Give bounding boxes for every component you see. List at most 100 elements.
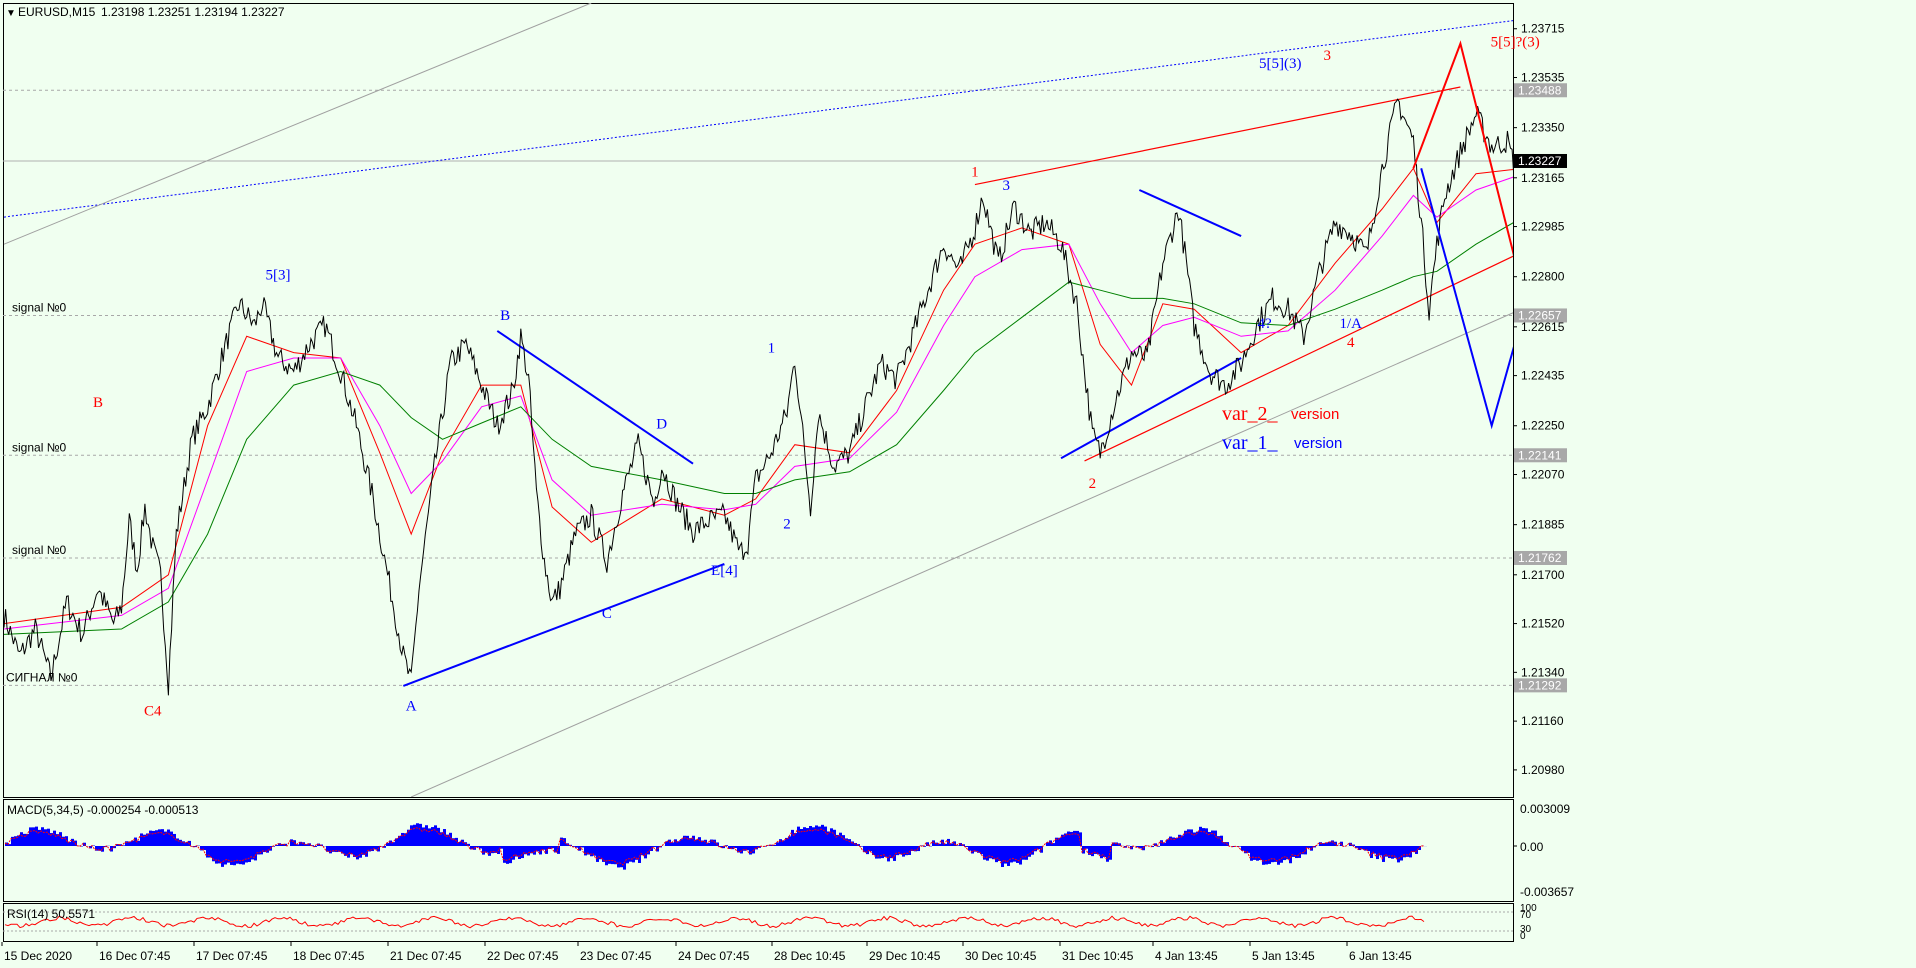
macd-bar (1382, 846, 1385, 862)
macd-bar (839, 832, 842, 846)
macd-bar (695, 839, 698, 846)
macd-bar (17, 835, 20, 846)
macd-bar (176, 838, 179, 846)
macd-bar (632, 846, 635, 863)
macd-bar (842, 835, 845, 846)
macd-bar (11, 836, 14, 846)
macd-bar (431, 827, 434, 846)
macd-bar (1079, 832, 1082, 846)
macd-bar (674, 839, 677, 846)
macd-bar (956, 845, 959, 846)
macd-bar (347, 846, 350, 858)
price-level-box (1514, 83, 1567, 98)
macd-bar (992, 846, 995, 860)
macd-bar (983, 846, 986, 860)
macd-bar (233, 846, 236, 866)
macd-bar (1025, 846, 1028, 860)
macd-bar (806, 828, 809, 846)
wave-label: 4? (1258, 316, 1273, 332)
macd-bar (584, 846, 587, 856)
wave-label: 3 (1324, 48, 1332, 64)
x-tick-label: 24 Dec 07:45 (678, 949, 750, 963)
macd-bar (989, 846, 992, 859)
trend-line (410, 312, 1513, 797)
macd-bar (194, 846, 197, 848)
macd-bar (284, 843, 287, 846)
macd-bar (1307, 846, 1310, 848)
macd-bar (1265, 846, 1268, 865)
macd-bar (893, 846, 896, 861)
macd-bar (704, 839, 707, 846)
macd-bar (200, 846, 203, 851)
macd-bar (191, 846, 194, 847)
macd-bar (263, 846, 266, 853)
macd-bar (581, 846, 584, 848)
macd-bar (1172, 837, 1175, 846)
macd-bar (1136, 846, 1139, 848)
trend-line (3, 20, 1513, 218)
macd-bar (1253, 846, 1256, 860)
macd-bar (1370, 846, 1373, 859)
macd-bar (977, 846, 980, 853)
x-tick-label: 17 Dec 07:45 (196, 949, 268, 963)
macd-bar (116, 844, 119, 846)
macd-bar (254, 846, 257, 861)
macd-bar (20, 832, 23, 846)
macd-bar (1070, 831, 1073, 846)
macd-bar (1097, 846, 1100, 855)
macd-bar (308, 843, 311, 846)
macd-bar (1004, 846, 1007, 864)
macd-bar (359, 846, 362, 858)
macd-bar (1214, 830, 1217, 846)
macd-bar (275, 844, 278, 846)
macd-bar (560, 837, 563, 846)
signal-label: СИГНАЛ №0 (6, 670, 78, 684)
macd-bar (917, 846, 920, 852)
macd-bar (1166, 839, 1169, 846)
macd-bar (155, 830, 158, 846)
macd-bar (179, 839, 182, 846)
macd-bar (500, 846, 503, 849)
macd-bar (485, 846, 488, 853)
trend-line (1138, 189, 1242, 237)
legend-suffix: version (1294, 435, 1342, 452)
macd-bar (1409, 846, 1412, 858)
header-arrow-icon[interactable]: ▼ (6, 8, 16, 19)
macd-bar (482, 846, 485, 855)
macd-bar (1058, 837, 1061, 846)
macd-bar (944, 843, 947, 846)
macd-bar (548, 846, 551, 849)
macd-bar (1358, 846, 1361, 851)
macd-bar (1055, 837, 1058, 846)
macd-bar (974, 846, 977, 852)
macd-bar (314, 846, 317, 847)
macd-scale-top: 0.003009 (1520, 802, 1570, 816)
macd-bar (101, 846, 104, 852)
macd-bar (1187, 829, 1190, 846)
macd-bar (812, 827, 815, 846)
price-level-value: 1.23227 (1518, 154, 1562, 168)
macd-bar (428, 828, 431, 846)
macd-bar (248, 846, 251, 863)
x-tick-label: 23 Dec 07:45 (580, 949, 652, 963)
macd-bar (488, 846, 491, 856)
macd-bar (1301, 846, 1304, 855)
macd-bar (845, 838, 848, 846)
wave-label: 5[5]?(3) (1491, 34, 1540, 50)
ohlc-label: 1.23198 1.23251 1.23194 1.23227 (101, 5, 285, 19)
macd-bar (137, 840, 140, 846)
legend-suffix: version (1291, 406, 1339, 423)
macd-bar (227, 846, 230, 863)
macd-bar (1157, 846, 1160, 847)
macd-bar (98, 846, 101, 851)
macd-bar (683, 835, 686, 846)
macd-bar (152, 830, 155, 846)
rsi-scale-70: 70 (1520, 910, 1532, 921)
signal-label: signal №0 (12, 543, 67, 557)
macd-bar (680, 839, 683, 846)
macd-bar (401, 832, 404, 846)
wave-label: C4 (144, 704, 162, 720)
rsi-label: RSI(14) 50.5571 (7, 907, 95, 921)
macd-bar (1169, 836, 1172, 846)
macd-bar (1241, 846, 1244, 851)
